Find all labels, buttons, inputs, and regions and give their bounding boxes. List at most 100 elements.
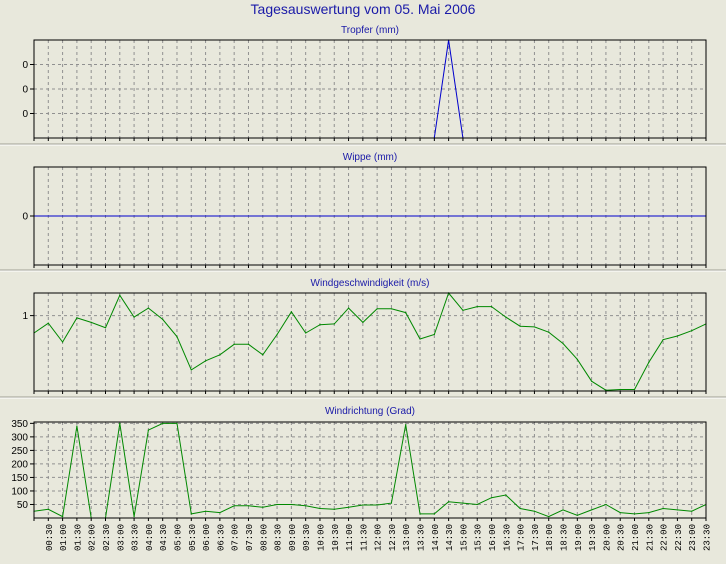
data-point xyxy=(162,422,164,424)
data-point xyxy=(47,508,49,510)
x-tick-label: 08:00 xyxy=(259,524,269,551)
x-tick-label: 09:30 xyxy=(302,524,312,551)
data-point xyxy=(519,325,521,327)
y-tick-label: 0 xyxy=(22,60,28,71)
x-tick-label: 19:00 xyxy=(574,524,584,551)
data-point xyxy=(305,332,307,334)
data-point xyxy=(619,511,621,514)
x-tick-label: 07:30 xyxy=(245,524,255,551)
chart-panel-3: Windgeschwindigkeit (m/s) 1 xyxy=(0,269,726,394)
x-tick-label: 03:30 xyxy=(131,524,141,551)
data-point xyxy=(376,504,378,506)
data-point xyxy=(448,501,450,503)
data-point xyxy=(47,322,49,324)
chart-panel-2: Wippe (mm) 0 xyxy=(0,143,726,268)
data-point xyxy=(219,511,221,514)
plot-frame xyxy=(33,166,707,266)
x-tick-label: 06:30 xyxy=(216,524,226,551)
data-point xyxy=(676,509,679,511)
x-tick-label: 19:30 xyxy=(588,524,598,551)
x-tick-label: 13:00 xyxy=(402,524,412,551)
data-point xyxy=(162,318,164,320)
data-point xyxy=(519,507,521,510)
x-tick-label: 16:00 xyxy=(488,524,498,551)
data-point xyxy=(591,380,593,382)
data-point xyxy=(319,507,321,510)
data-point xyxy=(476,503,478,506)
x-tick-label: 09:00 xyxy=(288,524,298,551)
panel-title: Wippe (mm) xyxy=(343,152,397,163)
data-point xyxy=(648,361,650,363)
y-tick-label: 0 xyxy=(22,109,28,120)
report-title: Tagesauswertung vom 05. Mai 2006 xyxy=(251,1,476,17)
data-point xyxy=(676,335,679,337)
x-tick-label: 22:00 xyxy=(660,524,670,551)
panel-title: Tropfer (mm) xyxy=(341,25,399,36)
series-line xyxy=(33,422,707,519)
y-tick-label: 300 xyxy=(11,432,28,443)
data-point xyxy=(562,342,564,345)
x-tick-label: 17:00 xyxy=(517,524,527,551)
x-tick-label: 23:30 xyxy=(703,524,713,551)
x-tick-label: 20:00 xyxy=(602,524,612,551)
data-point xyxy=(405,312,407,314)
x-tick-label: 02:00 xyxy=(88,524,98,551)
x-tick-label: 10:30 xyxy=(331,524,341,551)
x-tick-label: 14:30 xyxy=(445,524,455,551)
data-point xyxy=(490,305,493,308)
data-point xyxy=(119,422,121,424)
data-point xyxy=(347,307,350,309)
data-point xyxy=(104,327,107,329)
data-point xyxy=(376,308,378,310)
data-point xyxy=(419,513,421,515)
data-point xyxy=(662,507,664,510)
x-tick-label: 07:00 xyxy=(231,524,241,551)
data-point xyxy=(605,503,607,506)
data-point xyxy=(390,502,393,504)
data-point xyxy=(61,516,64,518)
x-tick-label: 04:00 xyxy=(145,524,155,551)
y-tick-label: 1 xyxy=(22,311,28,322)
data-point xyxy=(648,511,650,514)
x-tick-label: 22:30 xyxy=(674,524,684,551)
data-point xyxy=(276,333,278,336)
data-point xyxy=(405,424,407,426)
data-point xyxy=(433,333,435,336)
data-point xyxy=(262,506,264,508)
data-point xyxy=(90,321,92,323)
x-tick-label: 01:30 xyxy=(73,524,83,551)
data-point xyxy=(276,503,278,506)
data-point xyxy=(347,506,350,508)
data-point xyxy=(233,343,235,345)
x-tick-label: 17:30 xyxy=(531,524,541,551)
x-tick-label: 15:00 xyxy=(459,524,469,551)
x-tick-label: 14:00 xyxy=(431,524,441,551)
x-tick-label: 21:30 xyxy=(645,524,655,551)
data-point xyxy=(133,316,135,318)
y-tick-label: 100 xyxy=(11,486,28,497)
series-line xyxy=(33,291,707,391)
x-tick-label: 03:00 xyxy=(116,524,126,551)
data-point xyxy=(262,354,264,356)
data-point xyxy=(133,516,135,518)
x-tick-label: 05:30 xyxy=(188,524,198,551)
data-point xyxy=(333,323,335,325)
data-point xyxy=(576,358,578,360)
data-point xyxy=(691,510,693,512)
data-point xyxy=(247,505,250,507)
data-point xyxy=(362,504,364,506)
data-point xyxy=(433,513,435,515)
x-tick-label: 12:30 xyxy=(388,524,398,551)
y-tick-label: 50 xyxy=(17,500,29,511)
x-tick-label: 12:00 xyxy=(374,524,384,551)
data-point xyxy=(119,294,121,296)
data-point xyxy=(691,330,693,332)
data-point xyxy=(204,360,207,362)
data-point xyxy=(76,317,78,319)
y-tick-label: 0 xyxy=(22,212,28,223)
data-point xyxy=(662,339,664,341)
plot-frame xyxy=(33,421,707,519)
data-point xyxy=(247,343,250,345)
data-point xyxy=(333,508,335,510)
x-tick-label: 11:00 xyxy=(345,524,355,551)
